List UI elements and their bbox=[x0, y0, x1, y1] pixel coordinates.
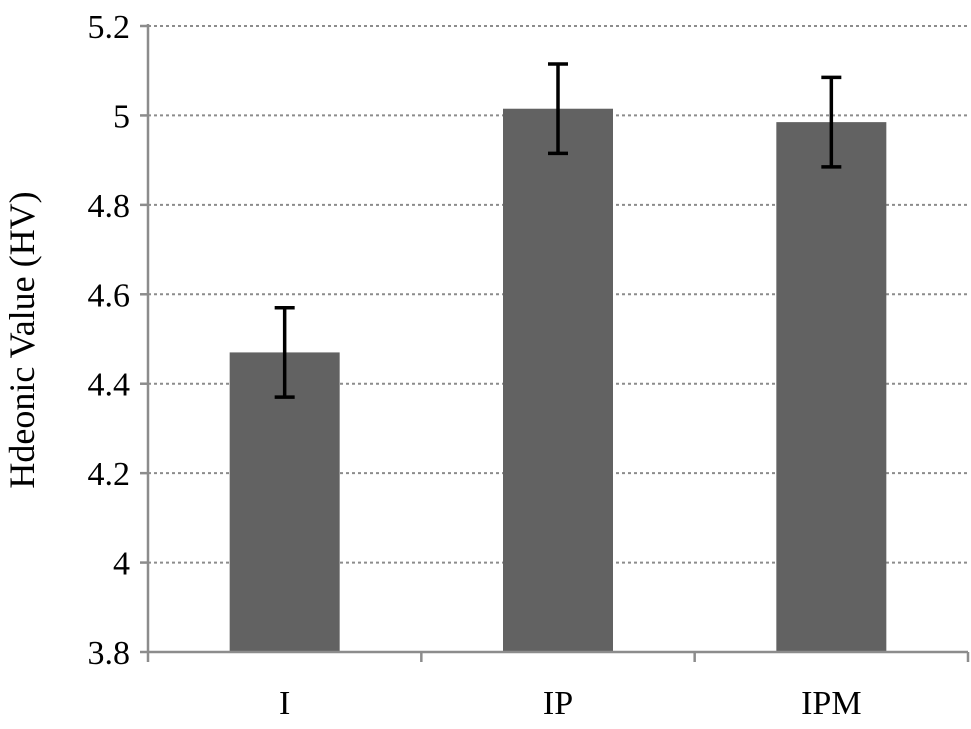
y-tick-label: 4.2 bbox=[88, 456, 131, 493]
y-tick-label: 3.8 bbox=[88, 635, 131, 672]
y-tick-label: 5.2 bbox=[88, 9, 131, 46]
x-tick-label: IP bbox=[543, 685, 573, 722]
error-bar-ipm bbox=[821, 75, 842, 169]
y-tick-label: 4.8 bbox=[88, 188, 131, 225]
y-tick-label: 4 bbox=[113, 546, 130, 583]
y-tick-label: 4.6 bbox=[88, 277, 131, 314]
axes bbox=[146, 24, 968, 654]
bars bbox=[229, 62, 887, 652]
x-tick-label: I bbox=[279, 685, 290, 722]
error-bar-i bbox=[274, 305, 295, 399]
y-axis-title: Hdeonic Value (HV) bbox=[2, 191, 42, 488]
bar-ip bbox=[503, 108, 613, 652]
y-tick-label: 5 bbox=[113, 98, 130, 135]
error-bar-ip bbox=[548, 62, 568, 156]
bar-i bbox=[229, 352, 340, 652]
x-tick-label: IPM bbox=[801, 685, 861, 722]
x-tick-labels: I IP IPM bbox=[146, 652, 970, 722]
bar-ipm bbox=[776, 122, 887, 652]
y-tick-label: 4.4 bbox=[88, 367, 131, 404]
y-tick-labels: 3.8 4 4.2 4.4 4.6 4.8 5 5.2 bbox=[88, 9, 148, 672]
